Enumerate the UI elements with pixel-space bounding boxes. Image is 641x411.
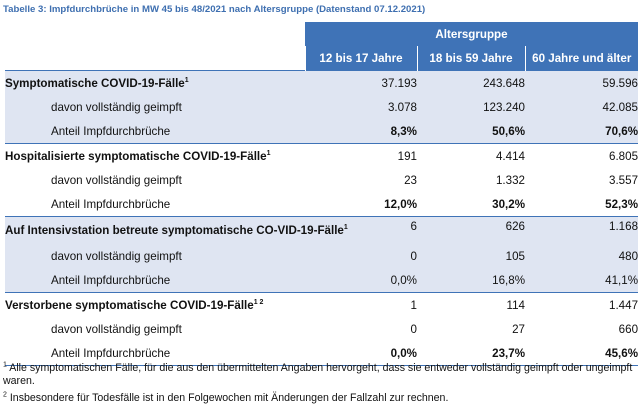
table-cell: 480 [525, 244, 639, 268]
row-label: Anteil Impfdurchbrüche [5, 268, 305, 293]
table-cell: 0 [305, 244, 417, 268]
header-empty-cell [5, 22, 305, 46]
footnote-1: 1 Alle symptomatischen Fälle, für die au… [3, 361, 633, 388]
table-row: Hospitalisierte symptomatische COVID-19-… [5, 143, 639, 168]
section-title: Auf Intensivstation betreute symptomatis… [5, 216, 348, 244]
table-cell: 1.447 [525, 292, 639, 317]
table-cell: 660 [618, 322, 639, 336]
table-row: Auf Intensivstation betreute symptomatis… [5, 216, 639, 244]
table-cell: 41,1% [525, 268, 639, 293]
footnote-text: Insbesondere für Todesfälle ist in den F… [9, 392, 449, 404]
table-row: davon vollständig geimpft 0 27 660 [5, 317, 638, 341]
table-cell: 0 [410, 322, 417, 336]
table-row: Verstorbene symptomatische COVID-19-Fäll… [5, 292, 639, 317]
footnote-text: Alle symptomatischen Fälle, für die aus … [3, 362, 633, 387]
table-cell: 45,6% [525, 341, 639, 366]
table-cell: 23 [404, 173, 417, 187]
table-cell: 4.414 [417, 143, 525, 168]
table-cell: 50,6% [417, 119, 525, 144]
table-cell: 16,8% [417, 268, 525, 293]
table-cell: 1.168 [525, 216, 639, 244]
age-group-header: Altersgruppe [305, 22, 639, 46]
table-row: Anteil Impfdurchbrüche 8,3% 50,6% 70,6% [5, 119, 639, 144]
header-empty-cell [5, 46, 305, 71]
table-cell: 30,2% [492, 197, 525, 211]
row-label: davon vollständig geimpft [51, 322, 182, 336]
column-header: 18 bis 59 Jahre [416, 46, 525, 71]
footnote-mark: 2 [3, 391, 7, 399]
table-cell: 0,0% [305, 268, 417, 293]
table-cell: 37.193 [305, 70, 417, 95]
table-row: Anteil Impfdurchbrüche 12,0% 30,2% 52,3% [5, 192, 638, 217]
table-row: davon vollständig geimpft 3.078 123.240 … [5, 95, 639, 119]
table-row: Anteil Impfdurchbrüche 0,0% 23,7% 45,6% [5, 341, 639, 366]
table-cell: 123.240 [417, 95, 525, 119]
table-row: Anteil Impfdurchbrüche 0,0% 16,8% 41,1% [5, 268, 639, 293]
column-header: 60 Jahre und älter [524, 46, 639, 71]
table-row: davon vollständig geimpft 23 1.332 3.557 [5, 168, 638, 192]
row-label: davon vollständig geimpft [51, 173, 182, 187]
table-cell: 1.332 [495, 173, 525, 187]
row-label: Anteil Impfdurchbrüche [5, 341, 305, 366]
table-cell: 3.557 [609, 173, 639, 187]
row-label: Anteil Impfdurchbrüche [51, 197, 171, 211]
table-cell: 23,7% [417, 341, 525, 366]
table-cell: 12,0% [384, 197, 417, 211]
column-header: 12 bis 17 Jahre [304, 46, 417, 71]
vaccination-breakthrough-table: Altersgruppe 12 bis 17 Jahre 18 bis 59 J… [5, 22, 639, 366]
row-label: Anteil Impfdurchbrüche [5, 119, 305, 144]
table-cell: 59.596 [525, 70, 639, 95]
header-row-columns: 12 bis 17 Jahre 18 bis 59 Jahre 60 Jahre… [5, 46, 639, 71]
footnote-mark: 1 [3, 361, 7, 369]
table-cell: 6.805 [525, 143, 639, 168]
row-label: davon vollständig geimpft [5, 244, 305, 268]
header-row-group: Altersgruppe [5, 22, 639, 46]
table-row: davon vollständig geimpft 0 105 480 [5, 244, 639, 268]
table-cell: 6 [305, 216, 417, 244]
table-cell: 52,3% [605, 197, 639, 211]
table-caption: Tabelle 3: Impfdurchbrüche in MW 45 bis … [3, 4, 426, 15]
row-label: davon vollständig geimpft [5, 95, 305, 119]
table-cell: 8,3% [305, 119, 417, 144]
table-cell: 3.078 [305, 95, 417, 119]
table-cell: 191 [305, 143, 417, 168]
table-cell: 0,0% [305, 341, 417, 366]
table-row: Symptomatische COVID-19-Fälle1 37.193 24… [5, 70, 639, 95]
footnote-2: 2 Insbesondere für Todesfälle ist in den… [3, 391, 633, 405]
section-title: Symptomatische COVID-19-Fälle1 [5, 70, 305, 95]
section-title: Hospitalisierte symptomatische COVID-19-… [5, 143, 305, 168]
table-cell: 626 [417, 216, 525, 244]
table-cell: 1 [305, 292, 417, 317]
section-title: Verstorbene symptomatische COVID-19-Fäll… [5, 292, 305, 317]
table-cell: 70,6% [525, 119, 639, 144]
table-cell: 105 [417, 244, 525, 268]
table-cell: 243.648 [417, 70, 525, 95]
table-cell: 114 [417, 292, 525, 317]
table-cell: 27 [512, 322, 525, 336]
table-cell: 42.085 [525, 95, 639, 119]
